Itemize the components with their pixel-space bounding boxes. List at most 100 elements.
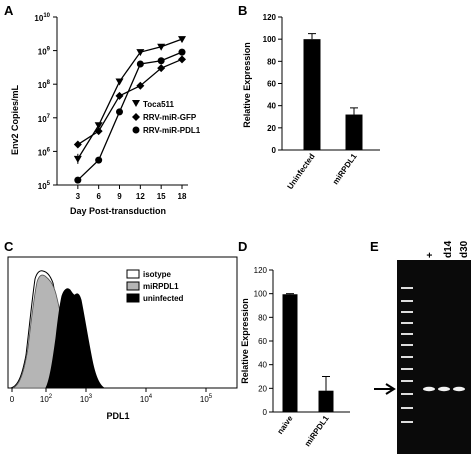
tick-label: 103 (80, 394, 93, 404)
y-tick-label: 0 (272, 146, 277, 155)
x-tick-label: 3 (76, 192, 81, 201)
tick-exponent: 4 (149, 394, 153, 400)
panel-b-bar-chart: B 0 20 40 60 80 100 120 Uninfected miRPDL1 Rela… (238, 3, 380, 191)
tick-base: 10 (80, 395, 89, 404)
y-tick-label: 120 (263, 13, 277, 22)
tick-label: 107 (38, 114, 51, 124)
bars (282, 293, 334, 412)
tick-label: 102 (40, 394, 53, 404)
tick-base: 10 (38, 148, 47, 157)
y-ticks: 0 20 40 60 80 100 120 (263, 13, 282, 155)
x-tick-label: 18 (178, 192, 187, 201)
y-tick-label: 80 (267, 57, 276, 66)
panel-c-letter: C (4, 239, 14, 254)
x-ticks: 3 6 9 12 15 18 (76, 185, 187, 201)
legend-label: isotype (143, 270, 172, 279)
series-markers (73, 36, 186, 184)
x-tick-label: miRPDL1 (303, 414, 331, 449)
x-tick-label: 0 (10, 395, 15, 404)
bar-mirpdl1 (345, 114, 363, 150)
x-axis-title: Day Post-transduction (70, 206, 166, 216)
y-tick-label: 40 (258, 361, 267, 370)
y-tick-label: 0 (263, 408, 268, 417)
tick-label: 104 (140, 394, 153, 404)
ladder-band (401, 380, 413, 382)
tick-exponent: 2 (49, 394, 53, 400)
panel-b-letter: B (238, 3, 247, 18)
x-tick-label: 6 (96, 192, 101, 201)
legend-swatch (126, 269, 140, 279)
x-tick-label: naive (276, 414, 295, 436)
legend-label: miRPDL1 (143, 282, 179, 291)
x-tick-label: Uninfected (286, 152, 317, 191)
ladder-band (401, 393, 413, 395)
data-point (73, 140, 82, 149)
dna-ladder (401, 287, 413, 423)
legend-item-toca511: Toca511 (132, 100, 175, 109)
tick-exponent: 7 (47, 114, 51, 120)
data-point (136, 49, 145, 57)
lane-label-d30: d30 (459, 240, 470, 258)
panel-d-bar-chart: D 0 20 40 60 80 100 120 naive miRPDL1 Relative … (238, 239, 350, 448)
series-line-rrv-mir-gfp (77, 58, 183, 146)
tick-exponent: 6 (47, 147, 51, 153)
tick-label: 105 (38, 181, 51, 191)
data-point (115, 78, 124, 86)
panel-c-histogram: C 0 102 103 104 105 PDL1 isotype miRPDL1 uni… (4, 239, 238, 421)
histogram-uninfected (45, 288, 106, 389)
ladder-band (401, 287, 413, 289)
data-point (157, 64, 166, 73)
panel-a-letter: A (4, 3, 14, 18)
tick-label: 108 (38, 80, 51, 90)
diamond-marker (132, 113, 140, 121)
data-point (178, 36, 186, 44)
x-tick-label: 9 (117, 192, 122, 201)
y-tick-label: 20 (267, 124, 276, 133)
lane-label-plus: + (425, 252, 436, 258)
ladder-band (401, 368, 413, 370)
legend-label: RRV-miR-GFP (143, 113, 197, 122)
y-tick-label: 100 (263, 35, 277, 44)
data-point (178, 48, 186, 56)
sample-band-d30 (453, 386, 465, 392)
y-tick-label: 60 (258, 337, 267, 346)
tick-label: 1010 (34, 13, 50, 23)
y-tick-label: 40 (267, 102, 276, 111)
data-point (157, 57, 165, 65)
x-ticks: 0 102 103 104 105 (10, 388, 213, 404)
tick-exponent: 5 (47, 181, 51, 187)
y-ticks: 0 20 40 60 80 100 120 (254, 266, 273, 417)
tick-exponent: 3 (89, 394, 93, 400)
tick-label: 106 (38, 147, 51, 157)
tick-label: 105 (200, 394, 213, 404)
sample-band-plus (423, 386, 435, 392)
tick-exponent: 5 (209, 394, 213, 400)
panel-e-gel: E + d14 d30 (370, 239, 471, 454)
data-point (115, 91, 124, 100)
legend-label: Toca511 (143, 100, 175, 109)
bars (303, 33, 363, 150)
x-axis-title: PDL1 (106, 411, 129, 421)
legend-swatch (126, 293, 140, 303)
legend-item-rrv-mir-pdl1: RRV-miR-PDL1 (132, 126, 201, 135)
tick-label: 109 (38, 47, 51, 57)
ladder-band (401, 333, 413, 335)
data-point (178, 55, 186, 64)
triangle-down-marker (132, 100, 140, 107)
tick-base: 10 (200, 395, 209, 404)
legend: isotype miRPDL1 uninfected (126, 269, 184, 303)
x-tick-labels: Uninfected miRPDL1 (286, 152, 359, 191)
tick-base: 10 (38, 48, 47, 57)
tick-exponent: 10 (43, 13, 50, 19)
legend-item-mirpdl1: miRPDL1 (126, 281, 179, 291)
tick-base: 10 (38, 81, 47, 90)
data-point (136, 60, 144, 68)
data-point (157, 43, 166, 51)
y-axis-title: Relative Expression (240, 298, 250, 384)
x-tick-label: 15 (157, 192, 166, 201)
legend-item-rrv-mir-gfp: RRV-miR-GFP (132, 113, 197, 122)
tick-base: 10 (34, 14, 43, 23)
